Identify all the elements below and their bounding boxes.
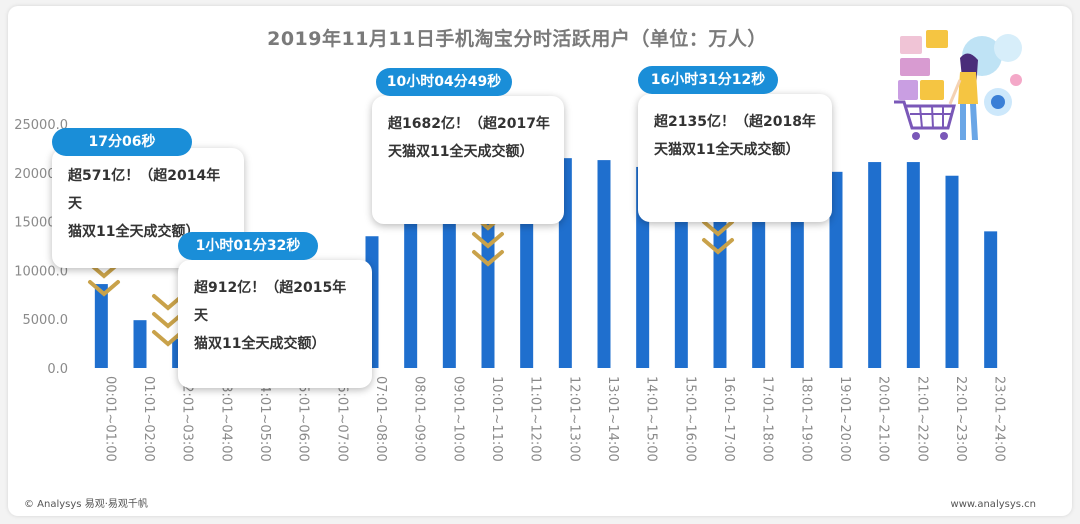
x-tick-label: 17:01~18:00 [760,376,775,462]
chevron-down-icon [152,312,184,329]
dot-icon [991,95,1005,109]
bar [597,160,611,368]
callout-time-tag: 17分06秒 [52,128,192,156]
wheel-icon [940,132,948,140]
bar [945,175,959,368]
cart-icon [894,100,956,130]
box-icon [900,36,922,54]
x-tick-label: 19:01~20:00 [837,376,852,462]
x-tick-label: 02:01~03:00 [180,376,195,462]
y-tick-label: 0.0 [47,362,68,377]
y-tick-label: 10000.0 [14,264,68,279]
callout-text-line1: 超912亿！（超2015年天 [194,280,347,324]
chevron-down-icon [88,262,120,279]
x-tick-label: 22:01~23:00 [953,376,968,462]
chevron-down-icon [702,220,734,237]
chevron-down-icon [152,294,184,311]
x-tick-label: 12:01~13:00 [566,376,581,462]
callout-box: 超1682亿！（超2017年 天猫双11全天成交额） [372,96,564,224]
y-tick-label: 25000.0 [14,118,68,133]
x-tick-label: 04:01~05:00 [257,376,272,462]
chevron-down-icon [88,280,120,297]
chevron-down-icon [472,250,504,267]
x-tick-label: 00:01~01:00 [102,376,117,462]
bar [790,178,804,368]
chevron-down-icon [702,238,734,255]
box-icon [898,80,918,100]
bar [984,231,998,368]
dot-icon [1010,74,1022,86]
callout-text-line2: 天猫双11全天成交额） [654,142,800,158]
bar [481,192,495,368]
callout-time-tag: 1小时01分32秒 [178,232,318,260]
x-tick-label: 14:01~15:00 [644,376,659,462]
box-icon [920,80,944,100]
callout-text-line1: 超2135亿！（超2018年 [654,114,816,130]
x-tick-label: 11:01~12:00 [528,376,543,462]
x-tick-label: 21:01~22:00 [914,376,929,462]
callout-text-line2: 猫双11全天成交额） [194,336,326,352]
x-tick-label: 20:01~21:00 [876,376,891,462]
shopping-cart-illustration [894,30,1022,140]
bar [133,320,147,368]
x-tick-label: 09:01~10:00 [450,376,465,462]
bar [404,208,418,368]
callout-box: 超912亿！（超2015年天 猫双11全天成交额） [178,260,372,388]
callout-text-line1: 超571亿！（超2014年天 [68,168,221,212]
bar [713,177,727,368]
person-body-icon [958,72,978,104]
bar [442,197,456,368]
box-icon [900,58,930,76]
website-text: www.analysys.cn [950,499,1036,510]
x-tick-label: 03:01~04:00 [218,376,233,462]
bubble-icon [994,34,1022,62]
bar [752,177,766,368]
chevron-down-icon [472,232,504,249]
x-tick-label: 16:01~17:00 [721,376,736,462]
x-tick-label: 06:01~07:00 [334,376,349,462]
x-tick-label: 05:01~06:00 [296,376,311,462]
callout-box: 超571亿！（超2014年天 猫双11全天成交额） [52,148,244,268]
bar [906,162,920,368]
chart-title: 2019年11月11日手机淘宝分时活跃用户（单位：万人） [267,28,767,50]
copyright-text: © Analysys 易观·易观千帆 [24,499,148,510]
callout-time-tag: 10小时04分49秒 [376,68,512,96]
box-icon [926,30,948,48]
callout-text-line1: 超1682亿！（超2017年 [388,116,550,132]
x-tick-label: 18:01~19:00 [798,376,813,462]
wheel-icon [912,132,920,140]
x-tick-label: 23:01~24:00 [992,376,1007,462]
x-tick-label: 13:01~14:00 [605,376,620,462]
x-tick-label: 10:01~11:00 [489,376,504,462]
callout-box: 超2135亿！（超2018年 天猫双11全天成交额） [638,94,832,222]
callout-text-line2: 天猫双11全天成交额） [388,144,534,160]
callout-time-tag: 16小时31分12秒 [638,66,778,94]
bar [829,171,843,368]
x-tick-label: 15:01~16:00 [682,376,697,462]
y-tick-label: 5000.0 [23,313,69,328]
bar [94,284,108,368]
x-tick-label: 08:01~09:00 [412,376,427,462]
person-legs-icon [960,104,978,140]
callout-text-line2: 猫双11全天成交额） [68,224,200,240]
x-tick-label: 07:01~08:00 [373,376,388,462]
x-tick-label: 01:01~02:00 [141,376,156,462]
bar [868,162,882,368]
x-axis: 00:01~01:00 01:01~02:00 02:01~03:00 03:01~0… [102,376,1006,462]
chevron-down-icon [152,330,184,347]
